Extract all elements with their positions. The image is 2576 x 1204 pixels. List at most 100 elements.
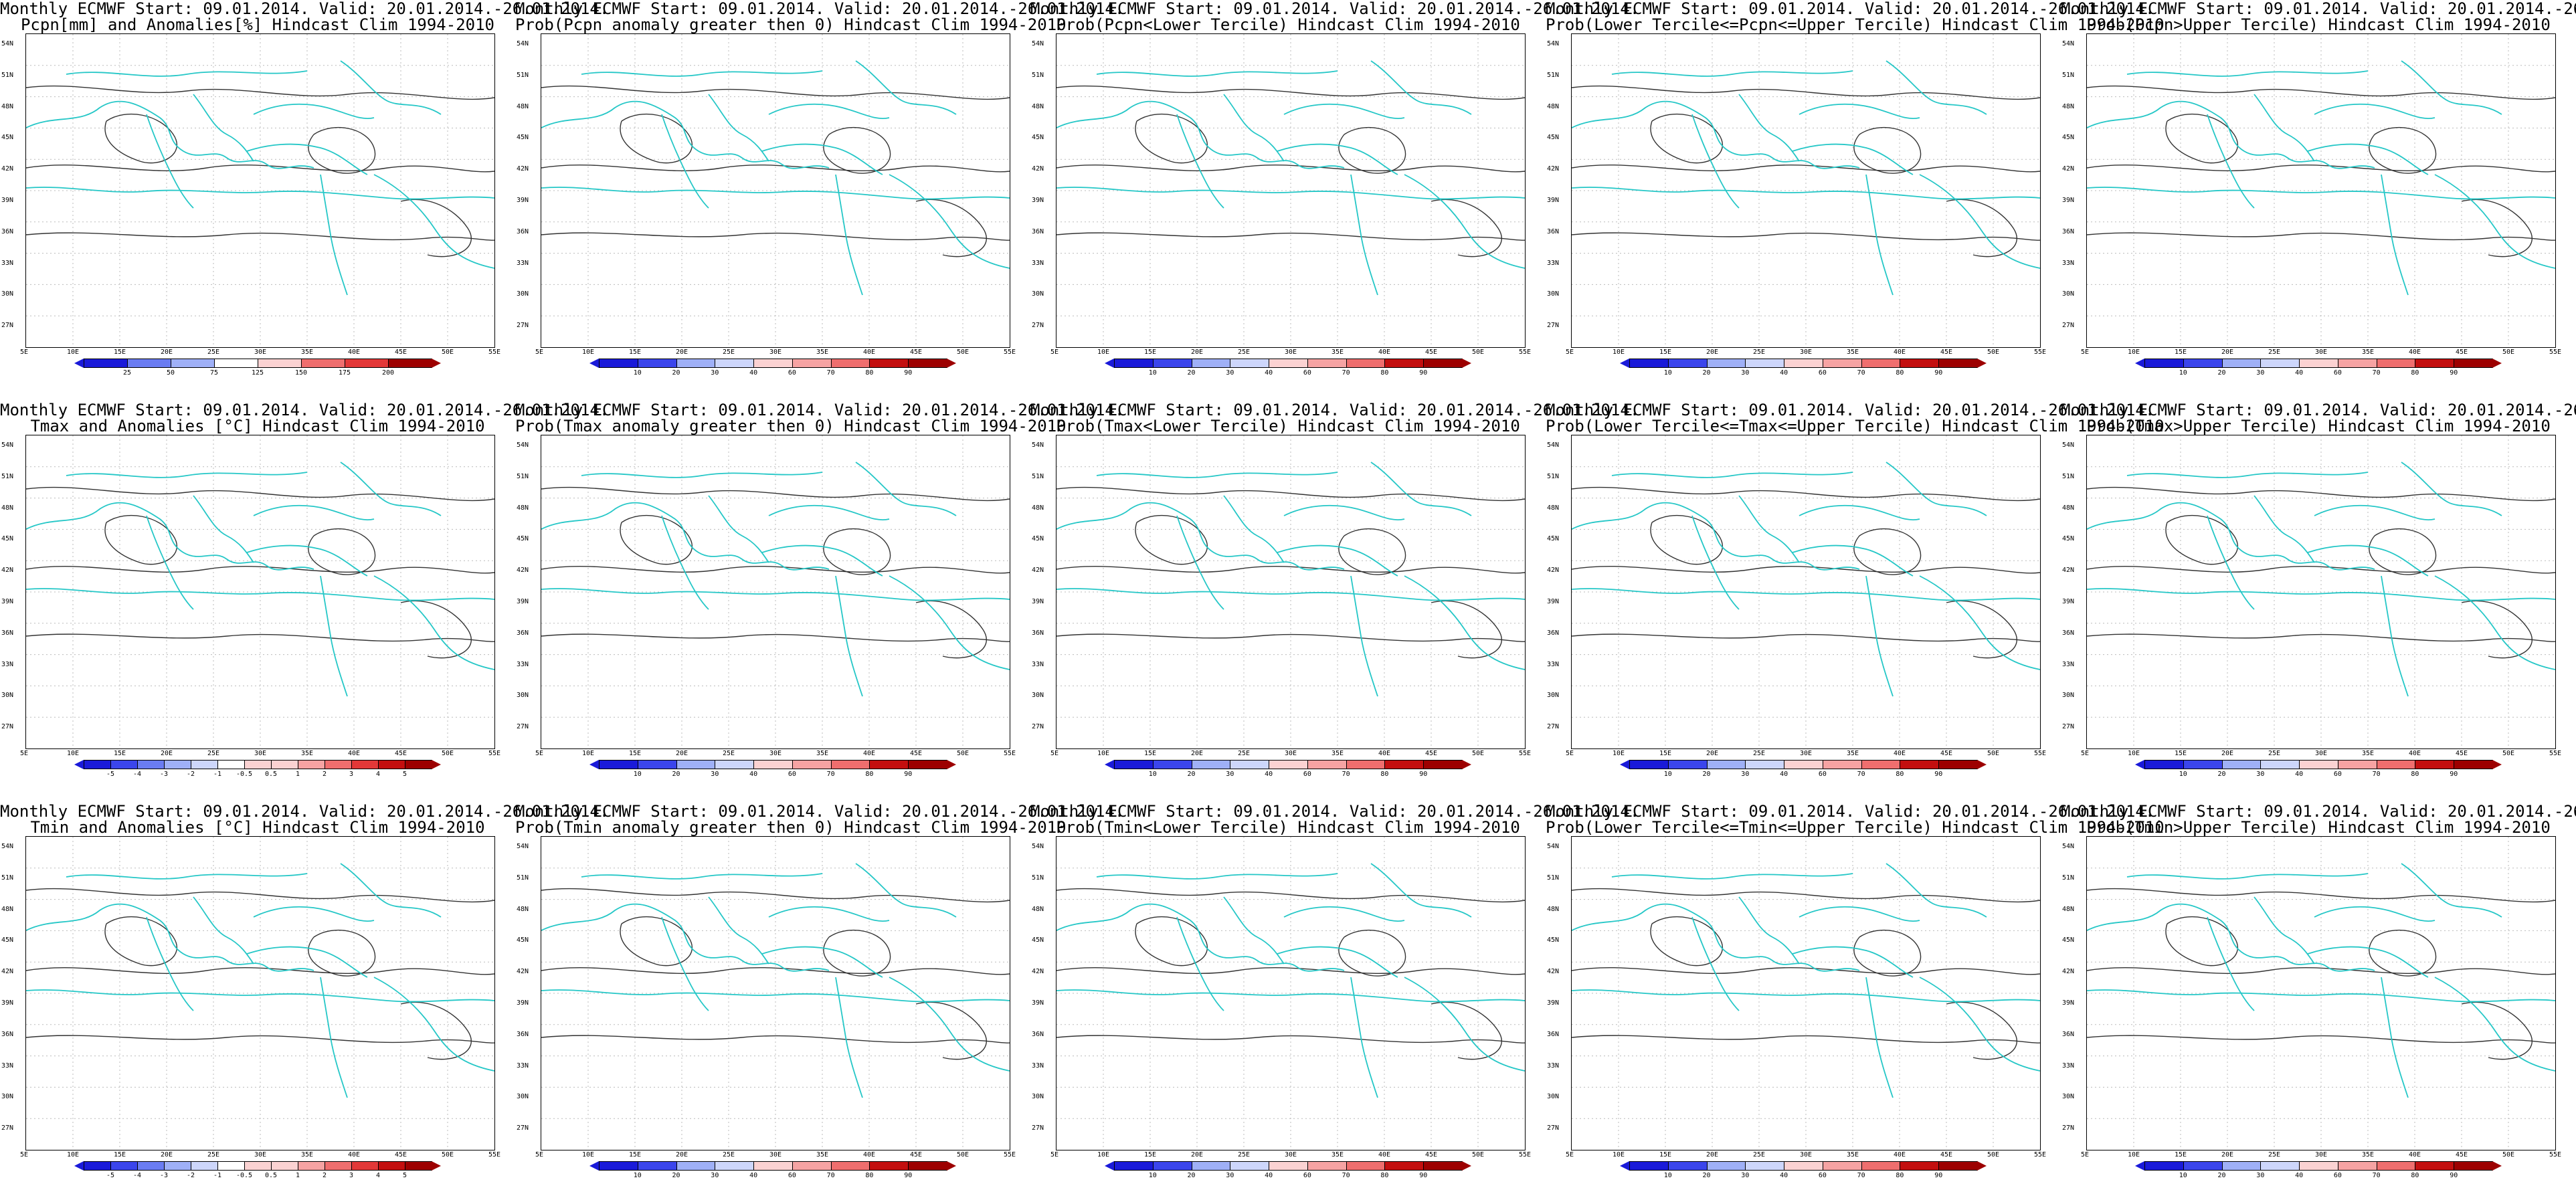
colorbar-swatch (1667, 359, 1708, 368)
longitude-label: 55E (1004, 750, 1016, 757)
longitude-label: 45E (1425, 1151, 1438, 1159)
latitude-label: 27N (1, 1124, 14, 1132)
colorbar-tick-label: 125 (251, 369, 264, 377)
colorbar-left-arrow (1620, 1161, 1629, 1171)
colorbar-tick-label: 30 (1741, 1172, 1750, 1179)
latitude-label: 33N (1, 259, 14, 267)
latitude-label: 54N (517, 40, 529, 47)
colorbar (589, 760, 956, 769)
colorbar-swatch (1745, 359, 1785, 368)
map-panel: Monthly ECMWF Start: 09.01.2014. Valid: … (515, 802, 1125, 1204)
longitude-label: 20E (1191, 1151, 1204, 1159)
longitude-label: 10E (67, 348, 80, 356)
longitude-label: 35E (1847, 750, 1859, 757)
colorbar-swatch (1307, 760, 1347, 769)
colorbar-right-arrow (2492, 1161, 2502, 1171)
colorbar-swatch (908, 1161, 947, 1171)
colorbar-left-arrow (2135, 359, 2144, 368)
latitude-label: 45N (2062, 535, 2075, 543)
colorbar-tick-label: 60 (788, 369, 796, 377)
latitude-label: 45N (1547, 936, 1560, 944)
colorbar-swatch (2376, 359, 2416, 368)
colorbar-tick-label: 60 (1818, 369, 1827, 377)
longitude-label: 35E (301, 750, 314, 757)
colorbar-swatch (2183, 760, 2223, 769)
colorbar-swatch (753, 1161, 793, 1171)
longitude-label: 25E (207, 348, 220, 356)
map-panel: Monthly ECMWF Start: 09.01.2014. Valid: … (2061, 401, 2576, 803)
colorbar-swatch (258, 359, 302, 368)
colorbar-right-arrow (432, 359, 441, 368)
latitude-label: 42N (1547, 968, 1560, 976)
longitude-label: 50E (1472, 348, 1485, 356)
colorbar-left-arrow (589, 359, 599, 368)
colorbar-tick-label: 60 (1303, 1172, 1311, 1179)
latitude-label: 51N (1, 472, 14, 480)
map-panel: Monthly ECMWF Start: 09.01.2014. Valid: … (2061, 803, 2576, 1204)
longitude-label: 45E (1425, 348, 1438, 356)
panel-title-line1: Monthly ECMWF Start: 09.01.2014. Valid: … (515, 0, 1125, 18)
colorbar-tick-label: 60 (788, 771, 796, 778)
colorbar-swatch (1230, 760, 1270, 769)
latitude-label: 48N (2062, 905, 2075, 913)
latitude-label: 42N (1032, 165, 1044, 173)
longitude-label: 10E (1097, 750, 1110, 757)
colorbar-tick-label: 80 (1380, 369, 1389, 377)
colorbar-swatch (378, 760, 405, 769)
colorbar-tick-label: 60 (788, 1172, 796, 1179)
latitude-label: 36N (517, 629, 529, 637)
colorbar-left-arrow (74, 359, 84, 368)
colorbar-swatch (2454, 760, 2493, 769)
latitude-label: 33N (517, 1062, 529, 1070)
map-panel: Monthly ECMWF Start: 09.01.2014. Valid: … (1030, 401, 1639, 803)
latitude-label: 45N (1032, 134, 1044, 142)
latitude-label: 36N (1547, 1030, 1560, 1038)
colorbar-swatch (271, 1161, 298, 1171)
colorbar-swatch (1230, 1161, 1270, 1171)
colorbar-tick-label: 10 (633, 771, 642, 778)
latitude-label: 45N (2062, 134, 2075, 142)
latitude-label: 27N (1032, 723, 1044, 731)
latitude-label: 30N (1547, 290, 1560, 298)
colorbar-tick-label: 70 (2372, 1172, 2381, 1179)
colorbar-tick-label: 40 (1780, 1172, 1788, 1179)
panel-title-line2: Prob(Pcpn anomaly greater then 0) Hindca… (515, 15, 1067, 34)
colorbar-tick-label: 20 (1187, 369, 1196, 377)
longitude-label: 50E (1472, 750, 1485, 757)
map-panel: Monthly ECMWF Start: 09.01.2014. Valid: … (1030, 803, 1639, 1204)
colorbar-swatch (715, 359, 755, 368)
longitude-label: 45E (395, 750, 407, 757)
latitude-label: 42N (517, 567, 529, 575)
panel-title-line1: Monthly ECMWF Start: 09.01.2014. Valid: … (0, 401, 610, 419)
latitude-label: 39N (1032, 999, 1044, 1007)
longitude-label: 20E (1706, 1151, 1719, 1159)
colorbar-swatch (1706, 359, 1746, 368)
longitude-label: 45E (1940, 750, 1953, 757)
colorbar-swatch (1384, 359, 1424, 368)
latitude-label: 42N (1547, 165, 1560, 173)
colorbar-swatch (637, 760, 677, 769)
map-area (25, 435, 495, 749)
longitude-label: 55E (1004, 348, 1016, 356)
colorbar-left-arrow (589, 760, 599, 769)
colorbar-swatch (84, 1161, 111, 1171)
colorbar-tick-label: 20 (672, 771, 680, 778)
latitude-label: 36N (1, 227, 14, 235)
map-area (1056, 33, 1526, 348)
panel-title-line2: Prob(Tmin>Upper Tercile) Hindcast Clim 1… (2086, 818, 2551, 837)
longitude-label: 35E (816, 1151, 829, 1159)
colorbar-tick-label: 10 (2179, 771, 2187, 778)
latitude-label: 42N (1032, 968, 1044, 976)
colorbar-swatch (1629, 1161, 1669, 1171)
latitude-label: 42N (1032, 567, 1044, 575)
colorbar-swatch (830, 1161, 870, 1171)
colorbar-left-arrow (74, 1161, 84, 1171)
colorbar-swatch (2337, 1161, 2377, 1171)
map-panel: Monthly ECMWF Start: 09.01.2014. Valid: … (1030, 0, 1639, 401)
colorbar-tick-label: 4 (375, 1172, 381, 1179)
latitude-label: 33N (2062, 259, 2075, 267)
colorbar-swatch (2454, 359, 2493, 368)
panel-title-line1: Monthly ECMWF Start: 09.01.2014. Valid: … (515, 802, 1125, 821)
colorbar-swatch (1191, 359, 1231, 368)
latitude-label: 51N (517, 472, 529, 480)
